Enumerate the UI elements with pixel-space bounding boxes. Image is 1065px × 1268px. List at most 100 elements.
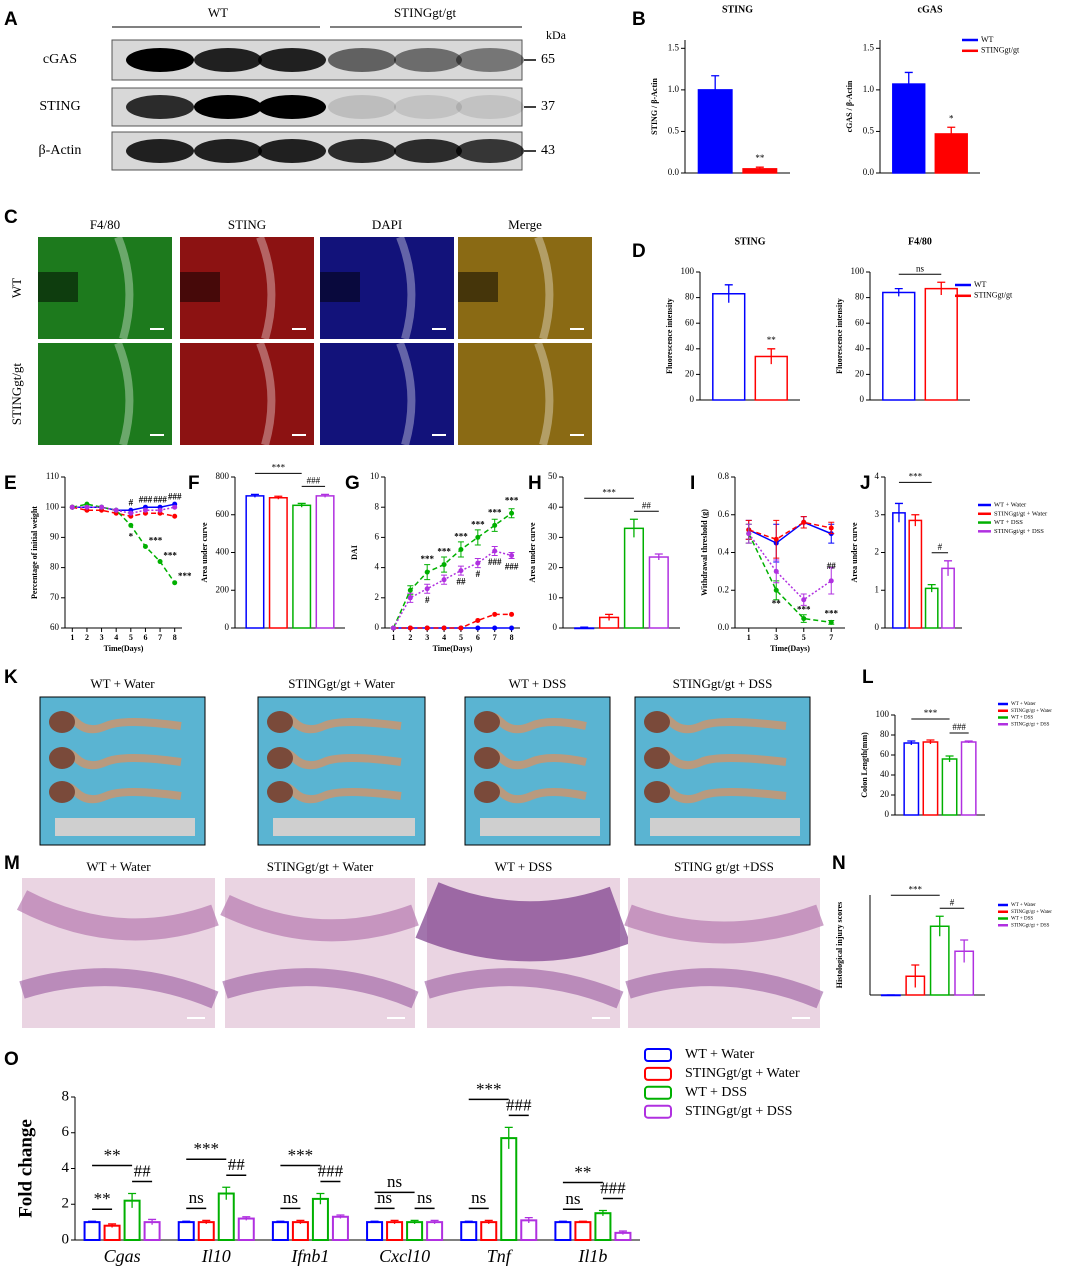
- legend-label: STINGgt/gt + Water: [994, 510, 1048, 517]
- point: [801, 616, 807, 622]
- y-tick-label: 0: [553, 622, 558, 632]
- legend-label: STINGgt/gt: [974, 291, 1013, 300]
- protein-label: cGAS: [43, 52, 77, 67]
- bar: [554, 1221, 572, 1241]
- y-tick-label: 60: [50, 622, 60, 632]
- error-bar: [464, 1220, 473, 1224]
- error-bar: [907, 740, 916, 745]
- legend-label: WT + DSS: [1011, 917, 1033, 922]
- cecum: [49, 747, 75, 769]
- legend-label: WT + DSS: [1011, 716, 1033, 721]
- significance-label: ###: [318, 1161, 344, 1180]
- error-bar: [274, 495, 283, 500]
- significance-label: ###: [505, 562, 519, 572]
- blot-band: [394, 95, 462, 119]
- if-structure: [114, 235, 134, 341]
- point: [773, 587, 779, 593]
- x-tick-label: Tnf: [487, 1246, 514, 1266]
- tissue: [624, 904, 824, 944]
- significance-label: ##: [827, 561, 837, 571]
- legend-label: WT + DSS: [685, 1085, 747, 1100]
- y-tick-label: 2: [62, 1196, 70, 1212]
- point: [458, 546, 464, 552]
- y-tick-label: 100: [681, 266, 695, 276]
- if-image: [180, 343, 314, 445]
- error-bar: [182, 1220, 191, 1224]
- cecum: [644, 711, 670, 733]
- error-bar: [242, 1216, 251, 1221]
- point: [142, 543, 148, 549]
- blot-band: [194, 95, 262, 119]
- cecum: [474, 747, 500, 769]
- significance-label: ***: [924, 708, 938, 718]
- panel-letter: M: [4, 853, 20, 874]
- error-bar: [911, 964, 920, 988]
- significance-label: ##: [642, 500, 652, 510]
- if-bg: [458, 272, 498, 302]
- bar: [177, 1221, 195, 1241]
- point: [828, 525, 834, 531]
- significance-label: ###: [307, 475, 321, 485]
- y-tick-label: 1.5: [668, 42, 680, 52]
- significance-label: ***: [178, 571, 192, 581]
- bar: [712, 293, 746, 401]
- bar: [922, 741, 939, 816]
- significance-label: ###: [139, 494, 153, 504]
- y-tick-label: 1.0: [863, 84, 875, 94]
- error-bar: [755, 166, 764, 169]
- point: [157, 507, 163, 513]
- significance-label: ***: [454, 532, 468, 542]
- y-tick-label: 2: [875, 547, 880, 557]
- error-bar: [964, 740, 973, 743]
- error-bar: [935, 915, 944, 937]
- point: [509, 553, 515, 559]
- x-tick-label: 1: [391, 633, 395, 642]
- point: [509, 510, 515, 516]
- line: [748, 521, 832, 544]
- point: [828, 578, 834, 584]
- histology-image: [22, 878, 215, 1028]
- chart: 0.0 0.5 1.0 1.5 STING STING / β-Actin **: [650, 4, 790, 177]
- x-axis-label: Time(Days): [770, 644, 810, 653]
- blot-band: [126, 95, 194, 119]
- chart: 0 1 2 3 4 Area under curve *** # WT + Water STING…: [850, 471, 1048, 632]
- y-tick-label: 20: [548, 562, 558, 572]
- bar: [331, 1215, 349, 1241]
- legend-label: STINGgt/gt + Water: [1011, 910, 1052, 915]
- group-label: STINGgt/gt + Water: [267, 859, 374, 874]
- bar: [245, 495, 265, 629]
- legend-swatch: [644, 1104, 672, 1119]
- significance-label: ###: [488, 557, 502, 567]
- y-tick-label: 0: [690, 394, 695, 404]
- significance-label: ***: [602, 487, 616, 497]
- y-tick-label: 200: [216, 584, 230, 594]
- x-tick-label: 2: [85, 633, 89, 642]
- significance-label: ns: [916, 263, 925, 273]
- blot-band: [456, 95, 524, 119]
- legend-swatch: [644, 1048, 672, 1062]
- mucosa: [19, 968, 219, 1009]
- x-axis-label: Time(Days): [433, 644, 473, 653]
- y-tick-label: 80: [880, 729, 890, 739]
- y-axis-label: Area under curve: [850, 522, 859, 583]
- blot-band: [328, 95, 396, 119]
- protein-label: β-Actin: [39, 143, 82, 158]
- x-tick-label: 5: [802, 633, 806, 642]
- point: [99, 504, 105, 510]
- significance-label: ###: [168, 491, 182, 501]
- group-label: WT + Water: [86, 859, 151, 874]
- error-bar: [222, 1186, 231, 1200]
- significance-label: ###: [952, 722, 966, 732]
- x-tick-label: Cgas: [104, 1246, 141, 1266]
- x-tick-label: 6: [143, 633, 147, 642]
- bar: [271, 1221, 289, 1241]
- y-tick-label: 0.6: [718, 509, 730, 519]
- y-tick-label: 800: [216, 471, 230, 481]
- bar: [268, 497, 288, 629]
- x-axis-label: Time(Days): [104, 644, 144, 653]
- if-structure: [114, 341, 134, 447]
- error-bar: [927, 583, 936, 593]
- if-structure: [396, 235, 416, 341]
- significance-label: ##: [228, 1155, 246, 1174]
